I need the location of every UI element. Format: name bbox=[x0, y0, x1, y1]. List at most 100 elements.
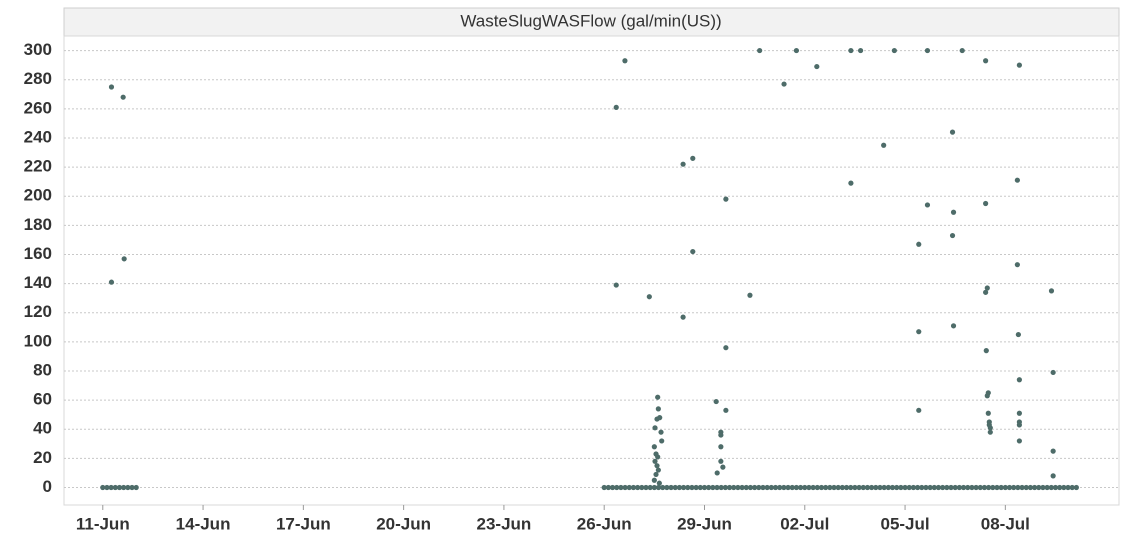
point bbox=[848, 180, 854, 186]
point bbox=[1069, 484, 1075, 491]
y-tick-label: 160 bbox=[24, 244, 52, 263]
point bbox=[987, 429, 993, 435]
point bbox=[1015, 484, 1021, 491]
point bbox=[726, 484, 733, 491]
point bbox=[1073, 484, 1079, 491]
point bbox=[848, 484, 854, 491]
y-tick-label: 40 bbox=[33, 419, 52, 438]
point bbox=[121, 256, 127, 262]
point bbox=[873, 484, 879, 491]
point bbox=[835, 484, 841, 491]
point bbox=[764, 484, 770, 491]
point bbox=[125, 484, 131, 491]
y-tick-label: 0 bbox=[43, 477, 52, 496]
y-tick-label: 280 bbox=[24, 69, 52, 88]
point bbox=[768, 484, 774, 491]
point bbox=[618, 484, 624, 491]
point bbox=[1065, 484, 1071, 491]
point bbox=[772, 484, 779, 491]
point bbox=[891, 47, 897, 54]
point bbox=[952, 484, 958, 491]
point bbox=[1050, 369, 1056, 376]
point bbox=[924, 47, 931, 54]
point bbox=[647, 484, 653, 491]
point bbox=[864, 484, 871, 491]
point bbox=[948, 484, 954, 491]
point bbox=[731, 484, 737, 491]
point bbox=[622, 58, 628, 64]
point bbox=[100, 484, 106, 491]
point bbox=[685, 484, 691, 491]
point bbox=[831, 484, 837, 491]
y-tick-label: 240 bbox=[24, 127, 52, 146]
point bbox=[983, 348, 989, 354]
point bbox=[756, 484, 762, 491]
point bbox=[660, 484, 666, 491]
point bbox=[998, 484, 1004, 491]
point bbox=[793, 484, 800, 491]
point bbox=[1050, 473, 1056, 479]
point bbox=[985, 410, 991, 416]
point bbox=[723, 345, 729, 351]
point bbox=[983, 289, 989, 295]
point bbox=[950, 323, 957, 329]
point bbox=[1016, 62, 1022, 68]
point bbox=[983, 58, 989, 64]
x-tick-label: 08-Jul bbox=[981, 514, 1030, 533]
point bbox=[869, 484, 875, 491]
point bbox=[622, 484, 628, 491]
point bbox=[718, 432, 724, 438]
y-tick-label: 180 bbox=[24, 215, 52, 234]
point bbox=[635, 484, 641, 491]
point bbox=[601, 484, 607, 491]
point bbox=[720, 464, 726, 470]
point bbox=[643, 484, 649, 491]
point bbox=[739, 484, 745, 491]
y-tick-label: 220 bbox=[24, 157, 52, 176]
point bbox=[940, 484, 946, 491]
point bbox=[714, 484, 720, 491]
point bbox=[723, 196, 729, 202]
point bbox=[1016, 377, 1022, 383]
point bbox=[614, 484, 620, 491]
point bbox=[1040, 484, 1046, 491]
chart-title: WasteSlugWASFlow (gal/min(US)) bbox=[460, 11, 721, 30]
point bbox=[655, 394, 661, 400]
y-tick-label: 200 bbox=[24, 186, 52, 205]
point bbox=[112, 484, 118, 491]
point bbox=[906, 484, 912, 491]
x-tick-label: 17-Jun bbox=[276, 514, 331, 533]
point bbox=[609, 484, 616, 491]
point bbox=[984, 285, 990, 291]
point bbox=[693, 484, 699, 491]
point bbox=[713, 398, 719, 405]
point bbox=[639, 484, 645, 491]
point bbox=[108, 484, 114, 491]
point bbox=[1011, 484, 1017, 491]
point bbox=[916, 407, 922, 413]
point bbox=[984, 393, 990, 399]
point bbox=[931, 484, 937, 491]
point bbox=[848, 47, 854, 54]
point bbox=[889, 484, 896, 491]
point bbox=[814, 484, 820, 491]
point bbox=[856, 484, 862, 491]
point bbox=[747, 292, 753, 298]
point bbox=[797, 484, 804, 491]
point bbox=[919, 484, 925, 491]
point bbox=[910, 484, 917, 491]
point bbox=[852, 484, 858, 491]
point bbox=[658, 429, 664, 435]
title-bar bbox=[63, 7, 1120, 37]
y-tick-label: 120 bbox=[24, 302, 52, 321]
point bbox=[690, 248, 696, 255]
point bbox=[121, 484, 127, 491]
point bbox=[718, 444, 724, 450]
x-tick-label: 05-Jul bbox=[880, 514, 929, 533]
point bbox=[747, 484, 754, 491]
point bbox=[994, 484, 1000, 491]
x-tick-label: 29-Jun bbox=[677, 514, 732, 533]
point bbox=[651, 477, 657, 483]
point bbox=[944, 484, 950, 491]
point bbox=[1052, 484, 1059, 491]
